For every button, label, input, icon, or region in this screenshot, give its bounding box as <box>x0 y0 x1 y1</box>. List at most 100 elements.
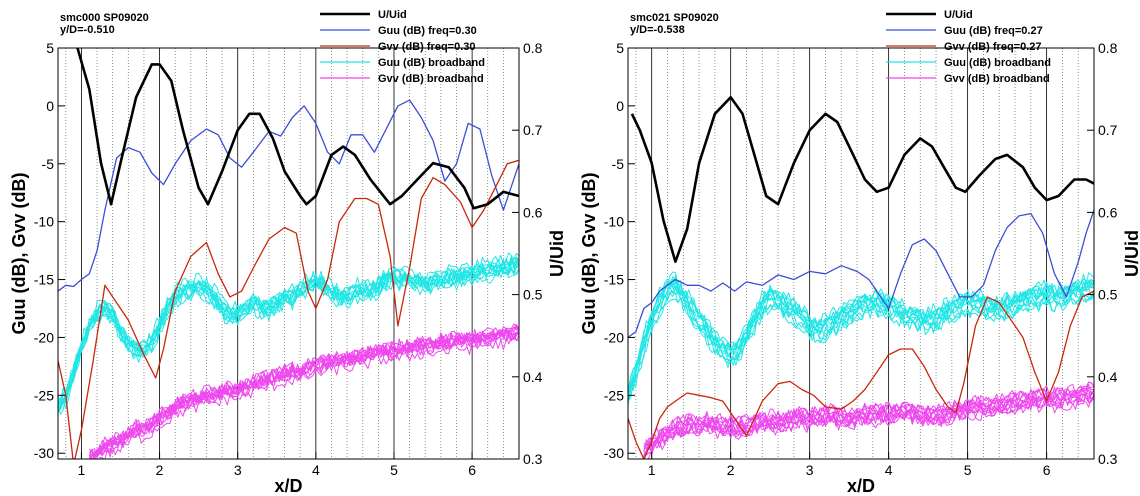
y-left-tick-label: -30 <box>34 445 54 461</box>
series-line-1 <box>628 209 1094 338</box>
series-line-1 <box>58 99 519 292</box>
y-left-tick-label: -10 <box>604 214 624 230</box>
series-line-4-member <box>98 336 519 459</box>
y-left-tick-label: 0 <box>46 98 54 114</box>
y-left-tick-label: -20 <box>604 329 624 345</box>
y-left-tick-label: 5 <box>616 40 624 56</box>
x-axis-label: x/D <box>274 476 302 496</box>
y-left-tick-label: -5 <box>42 156 55 172</box>
x-gridlines <box>65 48 504 459</box>
y-right-tick-label: 0.5 <box>523 287 543 303</box>
legend: U/Uid Guu (dB) freq=0.30 Gvv (dB) freq=0.3… <box>320 9 485 85</box>
y-left-tick-label: 5 <box>46 40 54 56</box>
series-line-4-member <box>643 389 1094 457</box>
x-tick-label: 4 <box>885 462 893 478</box>
x-tick-label: 4 <box>312 462 320 478</box>
y-left-tick-label: -25 <box>34 387 54 403</box>
y-left-tick-label: -25 <box>604 387 624 403</box>
series-line-4-member <box>92 329 519 459</box>
plot-frame <box>627 47 1095 460</box>
x-tick-label: 1 <box>648 462 656 478</box>
series-line-4-member <box>643 381 1094 449</box>
series-line-3-member <box>628 279 1094 393</box>
panel-header-position: y/D=-0.510 <box>60 24 115 36</box>
x-axis-label: x/D <box>847 476 875 496</box>
x-tick-label: 5 <box>390 462 398 478</box>
series-line-3-member <box>58 259 519 411</box>
axis-ticks: 5 0 -5 -10 -15 -20 -25 -30 0.8 0.7 0.6 0.5 0.4 0.3 1 2 3… <box>34 40 543 478</box>
plot-area <box>58 48 519 459</box>
y-right-tick-label: 0.5 <box>1098 287 1118 303</box>
y-right-tick-label: 0.8 <box>523 40 543 56</box>
legend-label: Gvv (dB) broadband <box>944 73 1050 85</box>
series-line-4-member <box>88 326 519 457</box>
y-axis-label-right: U/Uid <box>1122 230 1140 277</box>
x-tick-label: 3 <box>234 462 242 478</box>
series-line-4-member <box>643 392 1094 458</box>
legend-label: Guu (dB) broadband <box>944 57 1051 69</box>
series-line-4-member <box>643 393 1094 454</box>
series-line-3-member <box>628 271 1094 392</box>
y-right-tick-label: 0.3 <box>523 451 543 467</box>
y-right-tick-label: 0.6 <box>523 204 543 220</box>
y-left-tick-label: -5 <box>612 156 625 172</box>
x-tick-label: 3 <box>806 462 814 478</box>
y-left-tick-label: -30 <box>604 445 624 461</box>
series-line-3-member <box>58 265 519 411</box>
x-tick-label: 6 <box>468 462 476 478</box>
series-line-3-member <box>628 287 1094 402</box>
series-line-4-member <box>89 326 519 459</box>
x-tick-label: 2 <box>727 462 735 478</box>
legend-label: Guu (dB) freq=0.27 <box>944 25 1043 37</box>
y-left-tick-label: -15 <box>604 272 624 288</box>
chart-panel-1: 5 0 -5 -10 -15 -20 -25 -30 0.8 0.7 0.6 0.5 0.4 0.3 1 2 3… <box>9 9 567 496</box>
legend: U/Uid Guu (dB) freq=0.27 Gvv (dB) freq=0.2… <box>886 9 1051 85</box>
panel-header-case: smc021 SP09020 <box>630 12 719 24</box>
y-right-tick-label: 0.4 <box>523 369 543 385</box>
y-right-tick-label: 0.7 <box>523 122 543 138</box>
legend-label: Gvv (dB) broadband <box>378 73 484 85</box>
legend-label: Gvv (dB) freq=0.27 <box>944 41 1042 53</box>
series-line-0 <box>76 48 519 210</box>
y-axis-label-left: Guu (dB), Gvv (dB) <box>9 173 29 335</box>
series-line-4-member <box>90 328 519 459</box>
series-line-3-member <box>58 267 519 411</box>
series-line-3-member <box>58 258 519 406</box>
y-left-tick-label: -10 <box>34 214 54 230</box>
legend-label: U/Uid <box>944 9 973 21</box>
legend-label: Gvv (dB) freq=0.30 <box>378 41 476 53</box>
panel-header-case: smc000 SP09020 <box>60 12 149 24</box>
series-line-3-member <box>628 291 1094 400</box>
panel-header-position: y/D=-0.538 <box>630 24 685 36</box>
legend-label: Guu (dB) broadband <box>378 57 485 69</box>
legend-label: Guu (dB) freq=0.30 <box>378 25 477 37</box>
plot-frame <box>57 47 520 460</box>
y-right-tick-label: 0.7 <box>1098 122 1118 138</box>
series-line-3-member <box>58 257 519 408</box>
y-right-tick-label: 0.3 <box>1098 451 1118 467</box>
y-left-tick-label: 0 <box>616 98 624 114</box>
x-tick-label: 2 <box>156 462 164 478</box>
series-line-3-member <box>628 275 1094 395</box>
plot-area <box>628 96 1094 459</box>
series-line-4-member <box>88 331 519 459</box>
series-line-4-member <box>643 387 1094 452</box>
axis-ticks: 5 0 -5 -10 -15 -20 -25 -30 0.8 0.7 0.6 0.5 0.4 0.3 1 2 3… <box>604 40 1118 478</box>
x-tick-label: 5 <box>964 462 972 478</box>
y-axis-label-right: U/Uid <box>547 230 567 277</box>
series-line-3-member <box>628 292 1094 406</box>
legend-label: U/Uid <box>378 9 407 21</box>
series-line-4-member <box>89 329 519 459</box>
y-axis-label-left: Guu (dB), Gvv (dB) <box>579 173 599 335</box>
x-tick-label: 1 <box>78 462 86 478</box>
chart-panel-2: 5 0 -5 -10 -15 -20 -25 -30 0.8 0.7 0.6 0.5 0.4 0.3 1 2 3… <box>579 9 1140 496</box>
y-right-tick-label: 0.6 <box>1098 204 1118 220</box>
series-line-4-member <box>89 331 519 458</box>
y-right-tick-label: 0.8 <box>1098 40 1118 56</box>
series-line-0 <box>630 96 1094 264</box>
y-left-tick-label: -15 <box>34 272 54 288</box>
series-line-2 <box>58 159 519 459</box>
series-line-2 <box>628 290 1094 459</box>
series-line-4-member <box>89 331 519 458</box>
